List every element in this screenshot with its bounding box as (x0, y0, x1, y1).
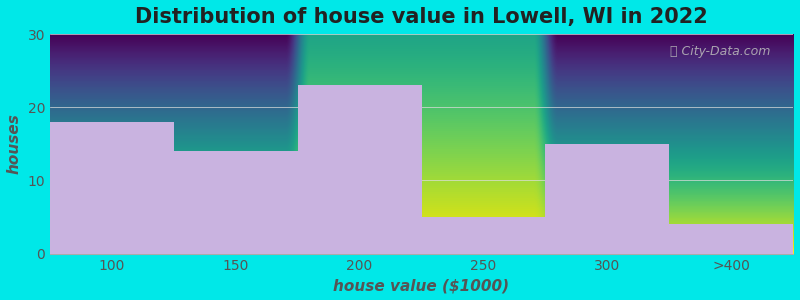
Bar (546, 144, 670, 254)
Bar (422, 217, 546, 254)
Bar (50, 122, 174, 254)
Title: Distribution of house value in Lowell, WI in 2022: Distribution of house value in Lowell, W… (135, 7, 708, 27)
Y-axis label: houses: houses (7, 113, 22, 174)
Bar (298, 85, 422, 253)
Bar (670, 224, 793, 254)
X-axis label: house value ($1000): house value ($1000) (334, 278, 510, 293)
Bar (174, 151, 298, 254)
Text: ⓘ City-Data.com: ⓘ City-Data.com (670, 45, 770, 58)
